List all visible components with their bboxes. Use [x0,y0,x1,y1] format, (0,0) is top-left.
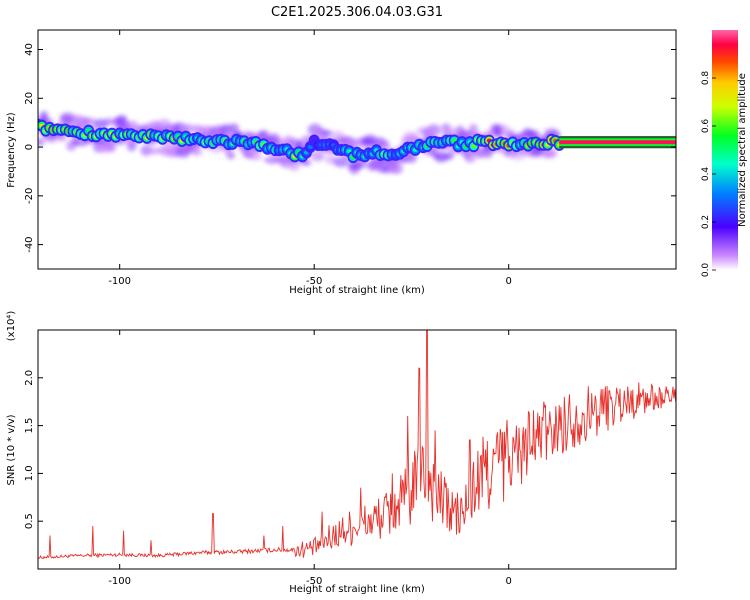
spectrogram-x-tick-label: 0 [506,276,512,287]
colorbar-tick-label: 0.0 [701,263,711,278]
snr-x-tick-label: -50 [306,576,322,587]
chart-title: C2E1.2025.306.04.03.G31 [271,5,443,20]
spectrogram-halo-cell [499,124,509,134]
spectrogram-halo-cell [191,147,203,157]
snr-series-line [38,330,676,560]
spectrogram-halo-cell [444,152,455,160]
spectrogram-halo-cell [105,145,117,153]
spectrogram-cell-core [307,145,313,150]
colorbar-label: Normalized spectral amplitude [737,73,748,227]
snr-x-tick-label: -100 [108,576,131,587]
spectrogram-marks [38,111,676,175]
snr-panel: -100 -50 0 0.5 1.0 1.5 2.0 Height of straight … [6,311,677,595]
spectrogram-y-axis-label: Frequency (Hz) [6,112,17,188]
spectrogram-halo-cell [140,145,152,156]
spectrogram-halo-cell [148,147,161,155]
spectrogram-halo-cell [228,123,240,133]
snr-y-tick-label: 0.5 [24,513,35,529]
spectrogram-halo-cell [361,138,375,147]
spectrogram-panel: -100 -50 0 -40 -20 0 20 40 Height of straight l… [6,29,677,296]
colorbar-tick-label: 0.8 [701,71,711,86]
snr-scale-label: (x10⁴) [6,311,17,342]
spectrogram-halo-cell [320,130,333,137]
spectrogram-frame [37,29,677,270]
spectrogram-y-tick-label: -20 [24,188,35,204]
spectrogram-halo-cell [541,147,558,159]
spectrogram-y-tick-label: 40 [24,43,35,56]
snr-x-tick-label: 0 [506,576,512,587]
snr-y-tick-label: 1.5 [24,418,35,434]
snr-y-axis-label: SNR (10 * v/v) [6,414,17,485]
spectrogram-halo-cell [391,162,404,175]
spectrogram-y-tick-label: 0 [24,144,35,150]
colorbar-gradient [712,30,738,270]
snr-x-axis-label: Height of straight line (km) [289,584,425,595]
snr-y-tick-label: 1.0 [24,465,35,481]
spectrogram-halo-cell [288,163,301,171]
spectrogram-halo-cell [446,127,458,134]
spectrogram-cell-core [471,144,477,149]
spectrogram-halo-cell [38,138,45,146]
spectrogram-halo-cell [464,152,477,164]
spectrogram-halo-cell [81,117,95,125]
snr-axes: -100 -50 0 0.5 1.0 1.5 2.0 [24,330,676,587]
spectrogram-x-tick-label: -50 [306,276,322,287]
spectrogram-axes: -100 -50 0 -40 -20 0 20 40 [24,30,676,287]
colorbar-ticks: 0.0 0.2 0.4 0.6 0.8 [701,71,716,278]
spectrogram-halo-cell [249,153,262,161]
spectrogram-band-core [559,140,676,145]
spectrogram-y-tick-label: 20 [24,92,35,105]
spectrogram-y-tick-label: -40 [24,236,35,252]
colorbar-tick-label: 0.4 [701,167,711,182]
spectrogram-x-tick-label: -100 [108,276,131,287]
snr-marks [38,330,676,560]
spectrogram-halo-cell [311,151,325,162]
colorbar: 0.0 0.2 0.4 0.6 0.8 Normalized spectral ampl… [701,30,748,277]
spectrogram-x-axis-label: Height of straight line (km) [289,285,425,296]
colorbar-tick-label: 0.6 [701,119,711,134]
snr-y-tick-label: 2.0 [24,370,35,386]
snr-frame [37,329,677,570]
spectrogram-halo-cell [425,126,441,136]
colorbar-tick-label: 0.2 [701,215,711,229]
spectrogram-halo-cell [103,118,113,126]
spectrogram-halo-cell [509,152,526,161]
